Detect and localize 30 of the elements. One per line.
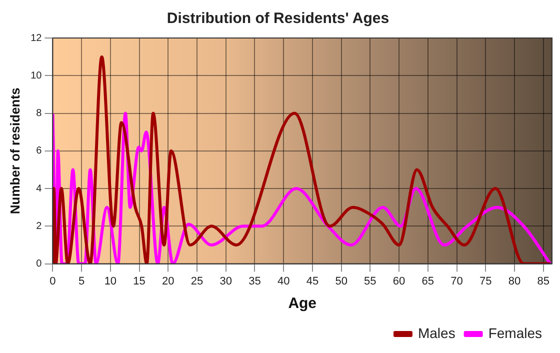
x-tick-label: 80: [508, 275, 521, 288]
x-tick-label: 15: [133, 275, 146, 288]
x-tick-label: 25: [190, 275, 204, 288]
y-tick-label: 0: [36, 258, 42, 270]
y-tick-label: 4: [36, 183, 42, 194]
y-tick-label: 8: [36, 108, 42, 120]
x-tick-label: 40: [277, 275, 290, 288]
y-axis-title: Number of residents: [7, 88, 22, 214]
y-tick-label: 6: [36, 146, 42, 157]
x-tick-label: 10: [104, 275, 117, 288]
x-tick-label: 70: [450, 275, 463, 288]
x-tick-label: 5: [78, 275, 85, 288]
legend-label: Males: [418, 324, 456, 341]
x-tick-label: 50: [335, 275, 348, 288]
x-tick-label: 20: [162, 275, 174, 288]
x-tick-label: 55: [364, 275, 376, 288]
x-tick-label: 85: [537, 275, 550, 288]
x-tick-label: 75: [479, 275, 492, 288]
x-tick-label: 0: [50, 275, 56, 288]
y-tick-label: 10: [30, 70, 42, 82]
x-tick-label: 65: [422, 275, 434, 288]
y-tick-label: 2: [36, 220, 42, 232]
legend-label: Females: [488, 324, 542, 341]
chart-title: Distribution of Residents' Ages: [166, 10, 390, 28]
x-tick-label: 60: [392, 275, 406, 288]
x-axis-title: Age: [288, 295, 317, 312]
x-tick-label: 45: [306, 275, 319, 288]
x-tick-label: 30: [220, 275, 232, 288]
y-tick-label: 12: [30, 32, 42, 44]
x-tick-label: 35: [248, 275, 261, 288]
